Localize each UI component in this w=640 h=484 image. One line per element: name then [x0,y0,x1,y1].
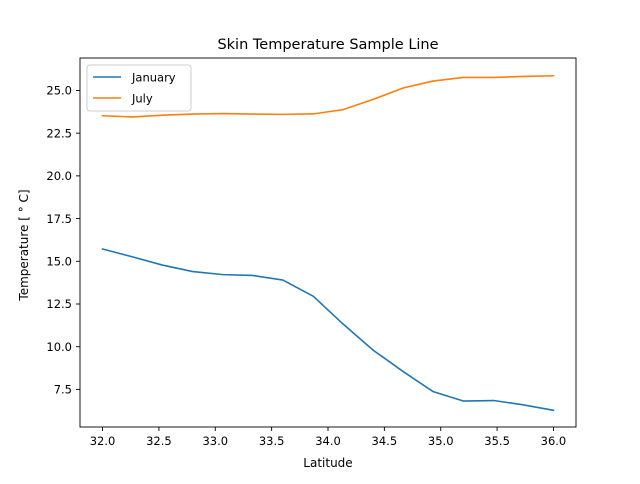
y-tick-label: 12.5 [46,297,72,311]
x-tick-label: 33.5 [259,434,285,448]
y-tick-label: 15.0 [46,254,72,268]
series-line-july [101,74,555,118]
y-tick-label: 25.0 [46,84,72,98]
legend-label-july: July [131,92,153,106]
x-tick-label: 36.0 [541,434,567,448]
x-tick-label: 35.5 [484,434,510,448]
legend-label-january: January [131,71,176,85]
series-line-january [101,248,555,412]
x-tick-label: 32.5 [146,434,172,448]
y-tick-label: 17.5 [46,212,72,226]
x-axis-label: Latitude [303,456,352,470]
y-tick-label: 22.5 [46,126,72,140]
x-tick-label: 34.0 [315,434,341,448]
axes: 32.0 32.5 33.0 33.5 34.0 34.5 35.0 35.5 36.0 7.5 1… [46,57,577,448]
plot-area [101,74,555,412]
y-tick-label: 10.0 [46,340,72,354]
chart-title: Skin Temperature Sample Line [217,37,438,53]
x-tick-label: 34.5 [372,434,398,448]
x-tick-label: 33.0 [202,434,228,448]
x-tick-label: 32.0 [90,434,116,448]
y-tick-label: 7.5 [54,383,72,397]
legend: January July [86,64,192,112]
y-axis-label: Temperature [ ° C] [17,189,31,301]
y-tick-label: 20.0 [46,169,72,183]
x-tick-label: 35.0 [428,434,454,448]
